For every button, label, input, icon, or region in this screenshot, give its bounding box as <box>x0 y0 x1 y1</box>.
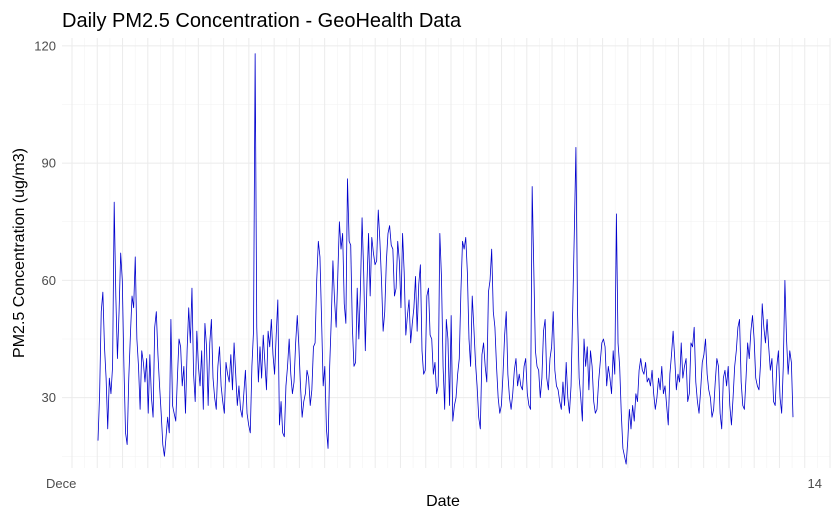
series-line <box>97 53 794 465</box>
grid <box>62 38 831 468</box>
x-axis-title: Date <box>426 493 460 510</box>
y-tick-label: 60 <box>42 273 56 288</box>
x-tick-label: Dece <box>46 476 76 491</box>
x-tick-label: 14 <box>808 476 822 491</box>
y-tick-label: 120 <box>34 38 56 53</box>
x-axis-ticks: Dece 14 <box>46 476 822 491</box>
y-axis-ticks: 30 60 90 120 <box>34 38 56 405</box>
y-tick-label: 90 <box>42 156 56 171</box>
y-tick-label: 30 <box>42 390 56 405</box>
chart-title: Daily PM2.5 Concentration - GeoHealth Da… <box>62 10 462 32</box>
y-axis-title: PM2.5 Concentration (ug/m3) <box>11 148 28 358</box>
